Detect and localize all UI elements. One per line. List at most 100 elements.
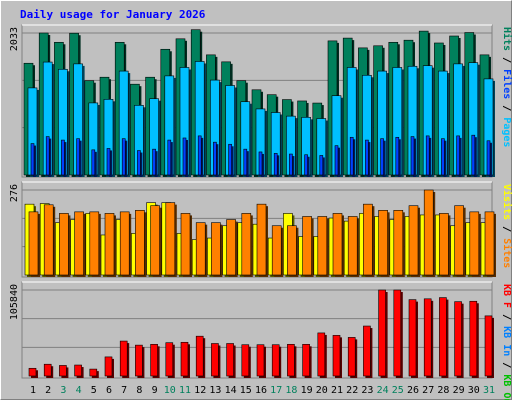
x-tick-label: 14	[225, 385, 237, 396]
bar-files-shadow	[291, 156, 295, 177]
bar-files-shadow	[245, 151, 249, 177]
x-tick-label: 8	[136, 385, 142, 396]
bar-files	[182, 137, 187, 176]
bar-sites	[317, 216, 328, 276]
bar-files-shadow	[63, 142, 67, 177]
bar-kb	[226, 343, 234, 377]
bar-sites	[119, 211, 130, 276]
legend-visits: Visits	[501, 184, 512, 220]
bar-sites	[59, 213, 69, 276]
x-tick-label: 28	[437, 385, 449, 396]
bar-kb	[43, 363, 52, 377]
x-tick-label: 5	[91, 385, 97, 396]
bar-kb	[393, 289, 402, 377]
x-tick-label: 11	[179, 385, 191, 396]
bar-files-shadow	[185, 139, 188, 177]
bar-kb	[135, 344, 143, 377]
kbytes-legend: KB F / KB In / KB Out	[501, 284, 512, 400]
bar-files-shadow	[367, 142, 371, 177]
bar-files-shadow	[458, 137, 462, 177]
bar-kb	[317, 332, 326, 377]
bar-files	[410, 136, 415, 176]
bar-kb	[302, 344, 310, 377]
bar-sites	[180, 213, 191, 276]
bar-files	[152, 148, 156, 176]
x-tick-label: 18	[285, 385, 297, 396]
x-tick-label: 13	[209, 385, 221, 396]
bar-kb	[271, 344, 280, 377]
bar-files-shadow	[337, 147, 340, 177]
bar-files-shadow	[230, 146, 234, 177]
x-tick-label: 17	[270, 385, 282, 396]
bar-files	[45, 136, 50, 176]
bar-files-shadow	[321, 157, 325, 177]
bar-kb	[363, 325, 371, 377]
bar-files-shadow	[124, 140, 128, 177]
legend-separator: /	[501, 308, 512, 326]
bar-kb	[195, 335, 204, 377]
x-tick-label: 21	[331, 385, 343, 396]
legend-kb-f: KB F	[501, 284, 512, 308]
legend-kb-in: KB In	[501, 326, 512, 356]
x-tick-label: 19	[301, 385, 313, 396]
legend-files: Files	[501, 69, 512, 99]
bar-sites	[484, 211, 495, 276]
x-tick-label: 27	[422, 385, 434, 396]
bar-kb	[241, 344, 250, 377]
legend-pages: Pages	[501, 117, 512, 147]
visits-ymax-label: 276	[9, 184, 20, 202]
bar-files	[137, 150, 141, 176]
bar-sites	[150, 205, 160, 276]
bar-kb	[347, 337, 356, 377]
x-tick-label: 30	[468, 385, 480, 396]
bar-kb	[74, 364, 82, 377]
bar-files	[425, 135, 430, 176]
bar-files	[395, 136, 400, 176]
bar-files-shadow	[443, 140, 447, 177]
legend-kb-out: KB Out	[501, 374, 512, 400]
x-tick-label: 7	[121, 385, 127, 396]
legend-sites: Sites	[501, 238, 512, 268]
bar-sites	[256, 203, 267, 276]
bar-sites	[43, 204, 54, 276]
bar-kb	[150, 344, 158, 377]
legend-separator: /	[501, 220, 512, 238]
bar-kb	[89, 368, 98, 377]
bar-files	[258, 151, 263, 176]
x-tick-label: 16	[255, 385, 267, 396]
bar-files-shadow	[78, 140, 82, 177]
bar-kb	[423, 298, 432, 377]
x-tick-label: 26	[407, 385, 419, 396]
bar-files-shadow	[33, 145, 36, 177]
bar-sites	[28, 211, 39, 276]
bar-sites	[104, 213, 115, 276]
x-tick-label: 15	[240, 385, 252, 396]
bar-sites	[195, 222, 206, 276]
bar-files-shadow	[169, 142, 173, 177]
bar-sites	[332, 213, 343, 276]
bar-files-shadow	[261, 153, 264, 177]
bar-files-shadow	[397, 139, 401, 177]
x-tick-label: 25	[392, 385, 404, 396]
bar-files	[91, 149, 96, 176]
bar-files-shadow	[306, 156, 310, 177]
x-tick-label: 31	[483, 385, 495, 396]
bar-files	[334, 145, 339, 176]
x-tick-label: 4	[76, 385, 82, 396]
bar-files	[61, 139, 65, 176]
bar-files	[471, 134, 476, 176]
bar-files-shadow	[489, 142, 492, 177]
bar-files-shadow	[215, 144, 219, 177]
bar-kb	[211, 343, 219, 377]
bar-files	[441, 138, 445, 176]
x-tick-label: 23	[361, 385, 373, 396]
bar-kb	[59, 365, 67, 377]
bar-files	[213, 141, 217, 176]
bar-sites	[393, 210, 404, 276]
x-tick-label: 10	[164, 385, 176, 396]
bar-files	[319, 155, 324, 176]
bar-files	[30, 143, 35, 176]
legend-hits: Hits	[501, 27, 512, 51]
bar-files	[121, 138, 126, 176]
